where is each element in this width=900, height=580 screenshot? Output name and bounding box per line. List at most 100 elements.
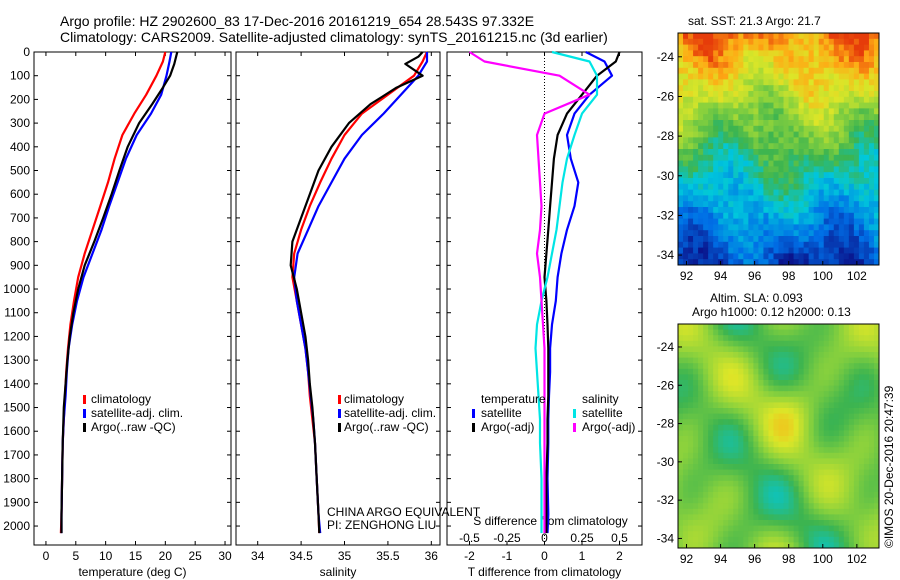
map-cell — [683, 33, 689, 40]
map-cell — [773, 335, 779, 342]
map-cell — [733, 207, 739, 214]
map-cell — [683, 430, 689, 437]
map-cell — [758, 120, 764, 127]
map-cell — [858, 436, 865, 442]
map-cell — [853, 114, 860, 121]
map-cell — [698, 374, 704, 381]
map-cell — [678, 368, 684, 375]
map-x-tick-label: 98 — [782, 269, 796, 283]
map-cell — [763, 480, 769, 487]
map-cell — [783, 464, 789, 470]
map-cell — [858, 385, 865, 392]
map-cell — [873, 62, 880, 69]
map-cell — [688, 536, 694, 543]
map-cell — [733, 91, 739, 98]
map-cell — [713, 114, 719, 121]
map-cell — [863, 230, 870, 237]
map-cell — [833, 201, 840, 208]
map-cell — [863, 195, 870, 202]
map-cell — [813, 259, 820, 266]
map-cell — [743, 452, 749, 459]
map-cell — [738, 56, 744, 63]
map-cell — [758, 149, 764, 156]
map-cell — [808, 525, 815, 532]
map-cell — [763, 96, 769, 103]
legend-label-satellite: satellite-adj. clim. — [91, 406, 183, 420]
map-cell — [788, 259, 794, 266]
map-cell — [703, 212, 709, 219]
map-cell — [763, 91, 769, 98]
map-cell — [838, 413, 845, 420]
map-cell — [743, 380, 749, 386]
map-cell — [813, 166, 820, 173]
map-cell — [718, 62, 724, 69]
map-cell — [813, 520, 820, 526]
map-cell — [803, 340, 810, 347]
map-cell — [708, 149, 714, 156]
map-cell — [788, 430, 794, 437]
map-cell — [813, 131, 820, 138]
map-cell — [768, 102, 774, 109]
map-cell — [763, 357, 769, 364]
map-cell — [778, 183, 784, 190]
map-cell — [708, 195, 714, 202]
map-cell — [813, 402, 820, 409]
map-cell — [743, 230, 749, 237]
map-cell — [753, 413, 759, 420]
map-cell — [803, 475, 810, 482]
map-cell — [848, 259, 855, 266]
map-cell — [743, 497, 749, 504]
map-cell — [753, 33, 759, 40]
map-cell — [858, 207, 865, 214]
map-cell — [873, 38, 880, 45]
map-x-tick-label: 92 — [680, 269, 694, 283]
map-cell — [748, 44, 754, 51]
map-cell — [788, 178, 794, 185]
map-cell — [793, 408, 800, 414]
map-cell — [848, 363, 855, 370]
map-cell — [683, 340, 689, 347]
map-cell — [783, 73, 789, 80]
map-cell — [858, 503, 865, 510]
map-cell — [853, 419, 860, 426]
map-cell — [693, 120, 699, 127]
map-cell — [723, 91, 729, 98]
map-cell — [783, 385, 789, 392]
map-cell — [733, 79, 739, 86]
map-cell — [868, 85, 875, 92]
map-cell — [788, 520, 794, 526]
map-cell — [678, 189, 684, 196]
map-cell — [728, 253, 734, 260]
map-cell — [683, 230, 689, 237]
map-cell — [813, 241, 820, 248]
map-cell — [818, 62, 825, 69]
map-cell — [683, 396, 689, 403]
map-cell — [708, 79, 714, 86]
map-cell — [743, 480, 749, 487]
map-cell — [803, 536, 810, 543]
map-cell — [818, 542, 825, 549]
legend-label-argo: Argo(..raw -QC) — [344, 420, 429, 434]
map-cell — [733, 253, 739, 260]
map-cell — [738, 154, 744, 161]
map-cell — [828, 503, 835, 510]
map-cell — [868, 340, 875, 347]
map-cell — [743, 346, 749, 353]
map-cell — [698, 503, 704, 510]
map-cell — [823, 396, 830, 403]
map-cell — [703, 464, 709, 470]
map-cell — [828, 241, 835, 248]
map-cell — [688, 391, 694, 398]
map-cell — [828, 368, 835, 375]
map-cell — [788, 486, 794, 493]
map-cell — [858, 114, 865, 121]
map-cell — [723, 508, 729, 515]
map-cell — [743, 363, 749, 370]
map-cell — [683, 480, 689, 487]
map-cell — [873, 396, 880, 403]
map-cell — [808, 160, 815, 167]
map-cell — [698, 212, 704, 219]
map-cell — [798, 503, 805, 510]
map-cell — [738, 419, 744, 426]
map-cell — [768, 224, 774, 231]
